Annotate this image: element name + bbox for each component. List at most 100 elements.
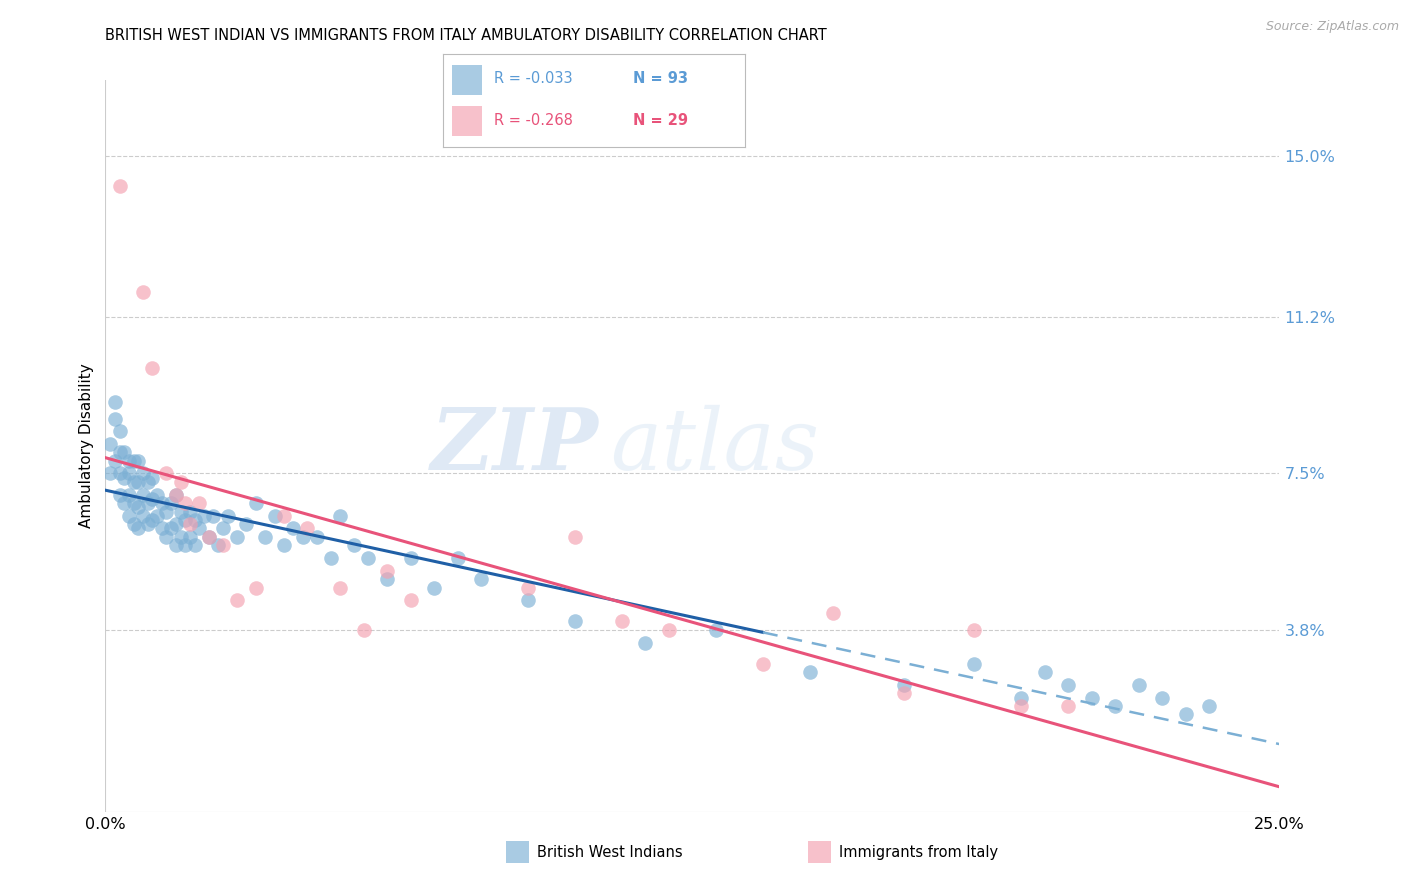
Point xyxy=(564,615,586,629)
Point xyxy=(108,178,131,193)
Point xyxy=(104,394,127,409)
Point xyxy=(108,445,131,459)
Point xyxy=(305,530,328,544)
Point xyxy=(470,572,492,586)
Point xyxy=(197,530,219,544)
Point xyxy=(375,572,398,586)
Point xyxy=(245,581,267,595)
Point xyxy=(136,496,159,510)
Point xyxy=(193,508,215,523)
FancyBboxPatch shape xyxy=(451,106,482,136)
Point xyxy=(118,454,141,468)
Point xyxy=(108,424,131,438)
Point xyxy=(165,517,187,532)
Point xyxy=(132,488,155,502)
Point xyxy=(174,496,197,510)
Point xyxy=(146,508,169,523)
Point xyxy=(226,530,249,544)
Point xyxy=(207,538,229,552)
Point xyxy=(517,593,540,607)
Point xyxy=(104,454,127,468)
Point xyxy=(141,471,163,485)
Point xyxy=(291,530,314,544)
Point xyxy=(823,606,845,620)
Y-axis label: Ambulatory Disability: Ambulatory Disability xyxy=(79,364,94,528)
Point xyxy=(1057,678,1080,692)
Point xyxy=(423,581,446,595)
Point xyxy=(165,488,187,502)
Point xyxy=(399,593,422,607)
Point xyxy=(329,508,352,523)
Point xyxy=(122,454,145,468)
Point xyxy=(179,504,201,518)
Point xyxy=(634,635,657,649)
Point xyxy=(122,517,145,532)
Point xyxy=(165,538,187,552)
Text: N = 93: N = 93 xyxy=(633,71,689,87)
Point xyxy=(179,530,201,544)
Point xyxy=(197,530,219,544)
Point xyxy=(155,530,177,544)
Text: R = -0.033: R = -0.033 xyxy=(495,71,572,87)
Point xyxy=(141,360,163,375)
Point xyxy=(254,530,277,544)
Point xyxy=(329,581,352,595)
Point xyxy=(658,623,681,637)
Point xyxy=(517,581,540,595)
Point xyxy=(245,496,267,510)
Text: R = -0.268: R = -0.268 xyxy=(495,112,574,128)
Point xyxy=(1128,678,1150,692)
Point xyxy=(1010,699,1032,714)
Point xyxy=(132,508,155,523)
Text: atlas: atlas xyxy=(610,405,820,487)
Point xyxy=(118,467,141,481)
Point xyxy=(202,508,225,523)
Point xyxy=(226,593,249,607)
Point xyxy=(799,665,821,680)
Point xyxy=(104,411,127,425)
Point xyxy=(155,467,177,481)
Point xyxy=(1198,699,1220,714)
Point xyxy=(963,623,986,637)
Point xyxy=(217,508,239,523)
Point xyxy=(108,467,131,481)
Point xyxy=(183,513,205,527)
FancyBboxPatch shape xyxy=(451,65,482,95)
Point xyxy=(174,538,197,552)
Point xyxy=(1150,690,1173,705)
Text: Source: ZipAtlas.com: Source: ZipAtlas.com xyxy=(1265,20,1399,33)
Point xyxy=(127,475,149,489)
Point xyxy=(343,538,366,552)
Point xyxy=(150,496,173,510)
Point xyxy=(375,564,398,578)
Point xyxy=(283,521,305,535)
Point xyxy=(235,517,257,532)
Point xyxy=(98,467,121,481)
Point xyxy=(132,285,155,299)
Point xyxy=(1010,690,1032,705)
Point xyxy=(211,521,233,535)
Point xyxy=(112,471,135,485)
Point xyxy=(357,551,380,566)
Point xyxy=(273,508,295,523)
Point xyxy=(183,538,205,552)
Point xyxy=(169,530,191,544)
Point xyxy=(752,657,775,671)
Point xyxy=(169,475,191,489)
Point xyxy=(1057,699,1080,714)
Point xyxy=(127,454,149,468)
Point xyxy=(132,467,155,481)
Text: N = 29: N = 29 xyxy=(633,112,689,128)
Point xyxy=(273,538,295,552)
Point xyxy=(319,551,342,566)
Point xyxy=(1104,699,1126,714)
Point xyxy=(211,538,233,552)
Point xyxy=(141,491,163,506)
Point xyxy=(155,504,177,518)
Point xyxy=(297,521,319,535)
Point xyxy=(893,678,915,692)
Point xyxy=(446,551,468,566)
Point xyxy=(893,686,915,700)
Point xyxy=(704,623,727,637)
Point xyxy=(160,521,183,535)
